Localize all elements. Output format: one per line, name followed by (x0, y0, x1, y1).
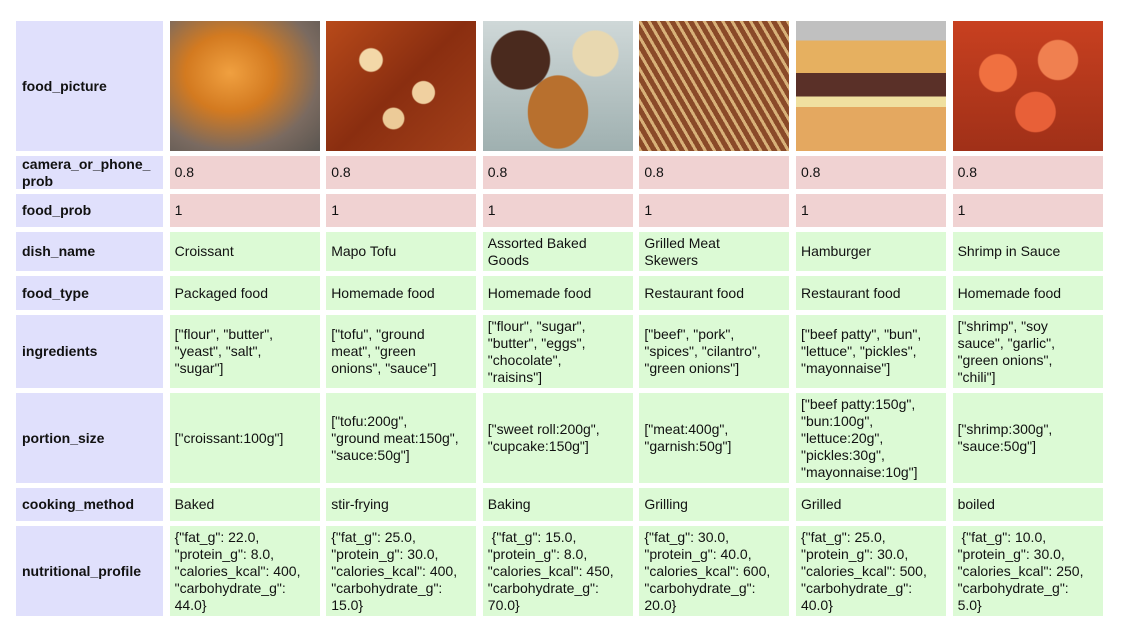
portion-size-cell: ["beef patty:150g", "bun:100g", "lettuce… (795, 393, 946, 483)
cooking-method-cell: stir-frying (326, 488, 477, 521)
cooking-method-cell: Baking (482, 488, 633, 521)
food-prob-cell: 1 (326, 194, 477, 227)
nutritional-profile-cell: {"fat_g": 10.0, "protein_g": 30.0, "calo… (952, 526, 1103, 616)
food-picture (952, 21, 1103, 151)
row-label: camera_or_phone_ prob (16, 156, 163, 189)
camera-or-phone-prob-cell: 0.8 (482, 156, 633, 189)
food-picture (169, 21, 320, 151)
food-image (482, 21, 633, 151)
dish-name-cell: Shrimp in Sauce (952, 232, 1103, 271)
cooking-method-cell: Baked (169, 488, 320, 521)
nutritional-profile-cell: {"fat_g": 30.0, "protein_g": 40.0, "calo… (639, 526, 790, 616)
food-prob-cell: 1 (639, 194, 790, 227)
food-type-cell: Restaurant food (795, 276, 946, 310)
dish-name-cell: Mapo Tofu (326, 232, 477, 271)
row-label: portion_size (16, 393, 163, 483)
row-label: food_type (16, 276, 163, 310)
ingredients-cell: ["shrimp", "soy sauce", "garlic", "green… (952, 315, 1103, 388)
ingredients-cell: ["beef patty", "bun", "lettuce", "pickle… (795, 315, 946, 388)
food-picture (482, 21, 633, 151)
portion-size-cell: ["croissant:100g"] (169, 393, 320, 483)
ingredients-cell: ["flour", "sugar", "butter", "eggs", "ch… (482, 315, 633, 388)
cooking-method-cell: Grilled (795, 488, 946, 521)
nutritional-profile-cell: {"fat_g": 22.0, "protein_g": 8.0, "calor… (169, 526, 320, 616)
food-picture (639, 21, 790, 151)
camera-or-phone-prob-cell: 0.8 (169, 156, 320, 189)
food-type-cell: Homemade food (326, 276, 477, 310)
ingredients-cell: ["beef", "pork", "spices", "cilantro", "… (639, 315, 790, 388)
food-picture (795, 21, 946, 151)
food-prob-cell: 1 (795, 194, 946, 227)
portion-size-cell: ["sweet roll:200g", "cupcake:150g"] (482, 393, 633, 483)
food-prob-cell: 1 (482, 194, 633, 227)
portion-size-cell: ["tofu:200g", "ground meat:150g", "sauce… (326, 393, 477, 483)
food-analysis-table: food_picture camera_or_phone_ prob 0.8 0.8 0… (16, 21, 1103, 616)
portion-size-cell: ["shrimp:300g", "sauce:50g"] (952, 393, 1103, 483)
food-type-cell: Packaged food (169, 276, 320, 310)
ingredients-cell: ["flour", "butter", "yeast", "salt", "su… (169, 315, 320, 388)
cooking-method-cell: boiled (952, 488, 1103, 521)
row-label: nutritional_profile (16, 526, 163, 616)
nutritional-profile-cell: {"fat_g": 25.0, "protein_g": 30.0, "calo… (326, 526, 477, 616)
food-type-cell: Restaurant food (639, 276, 790, 310)
dish-name-cell: Croissant (169, 232, 320, 271)
food-type-cell: Homemade food (952, 276, 1103, 310)
row-label: dish_name (16, 232, 163, 271)
food-image (326, 21, 477, 151)
camera-or-phone-prob-cell: 0.8 (952, 156, 1103, 189)
food-prob-cell: 1 (169, 194, 320, 227)
nutritional-profile-cell: {"fat_g": 25.0, "protein_g": 30.0, "calo… (795, 526, 946, 616)
food-image (795, 21, 946, 151)
nutritional-profile-cell: {"fat_g": 15.0, "protein_g": 8.0, "calor… (482, 526, 633, 616)
camera-or-phone-prob-cell: 0.8 (639, 156, 790, 189)
camera-or-phone-prob-cell: 0.8 (795, 156, 946, 189)
camera-or-phone-prob-cell: 0.8 (326, 156, 477, 189)
cooking-method-cell: Grilling (639, 488, 790, 521)
row-label: food_prob (16, 194, 163, 227)
row-label: food_picture (16, 21, 163, 151)
food-image (639, 21, 790, 151)
food-prob-cell: 1 (952, 194, 1103, 227)
dish-name-cell: Grilled Meat Skewers (639, 232, 790, 271)
row-label: cooking_method (16, 488, 163, 521)
dish-name-cell: Assorted Baked Goods (482, 232, 633, 271)
food-type-cell: Homemade food (482, 276, 633, 310)
row-label: ingredients (16, 315, 163, 388)
ingredients-cell: ["tofu", "ground meat", "green onions", … (326, 315, 477, 388)
food-picture (326, 21, 477, 151)
food-image (169, 21, 320, 151)
portion-size-cell: ["meat:400g", "garnish:50g"] (639, 393, 790, 483)
food-image (952, 21, 1103, 151)
dish-name-cell: Hamburger (795, 232, 946, 271)
